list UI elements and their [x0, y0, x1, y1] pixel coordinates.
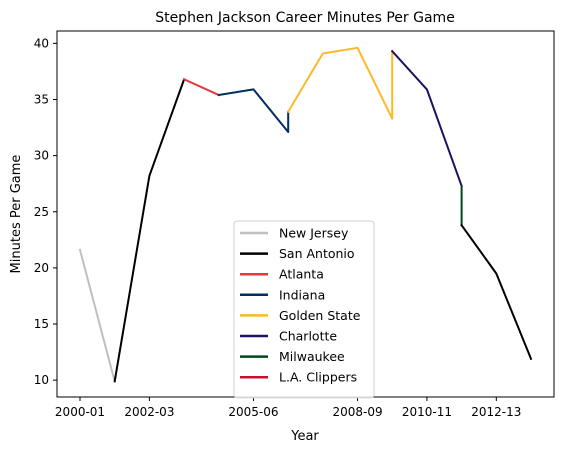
y-tick-label: 25: [34, 205, 49, 219]
x-tick-label: 2005-06: [228, 405, 278, 419]
chart-title: Stephen Jackson Career Minutes Per Game: [155, 10, 455, 26]
x-tick-label: 2002-03: [124, 405, 174, 419]
legend: New Jersey San Antonio Atlanta Indiana Golde…: [233, 220, 375, 399]
y-axis-label: Minutes Per Game: [9, 155, 24, 274]
series-line-4: [286, 46, 394, 120]
series-line-1: [113, 78, 186, 383]
plot-lines: [78, 46, 533, 383]
legend-label: New Jersey: [279, 226, 349, 241]
y-tick-label: 35: [34, 92, 49, 106]
x-tick-label: 2012-13: [471, 405, 521, 419]
legend-label: L.A. Clippers: [279, 370, 357, 385]
x-axis-label: Year: [290, 429, 319, 444]
x-tick-label: 2008-09: [332, 405, 382, 419]
legend-label: Golden State: [279, 308, 361, 323]
y-tick-label: 20: [34, 261, 49, 275]
series-line-0: [78, 248, 116, 383]
legend-box: [233, 220, 375, 399]
series-line-3: [217, 88, 290, 133]
y-tick-label: 15: [34, 317, 49, 331]
y-tick-label: 40: [34, 36, 49, 50]
legend-label: Charlotte: [279, 329, 337, 344]
y-tick-label: 30: [34, 149, 49, 163]
x-axis-ticks: 2000-01 2002-03 2005-06 2008-09 2010-11 2012-…: [55, 397, 521, 419]
y-axis-ticks: 10 15 20 25 30 35 40: [34, 36, 57, 387]
legend-label: San Antonio: [279, 246, 355, 261]
series-line-8: [460, 223, 533, 361]
legend-label: Atlanta: [279, 267, 324, 282]
legend-label: Milwaukee: [279, 349, 345, 364]
series-line-5: [390, 49, 463, 188]
y-tick-label: 10: [34, 373, 49, 387]
series-line-2: [182, 77, 221, 97]
x-tick-label: 2000-01: [55, 405, 105, 419]
x-tick-label: 2010-11: [402, 405, 452, 419]
legend-label: Indiana: [279, 287, 325, 302]
